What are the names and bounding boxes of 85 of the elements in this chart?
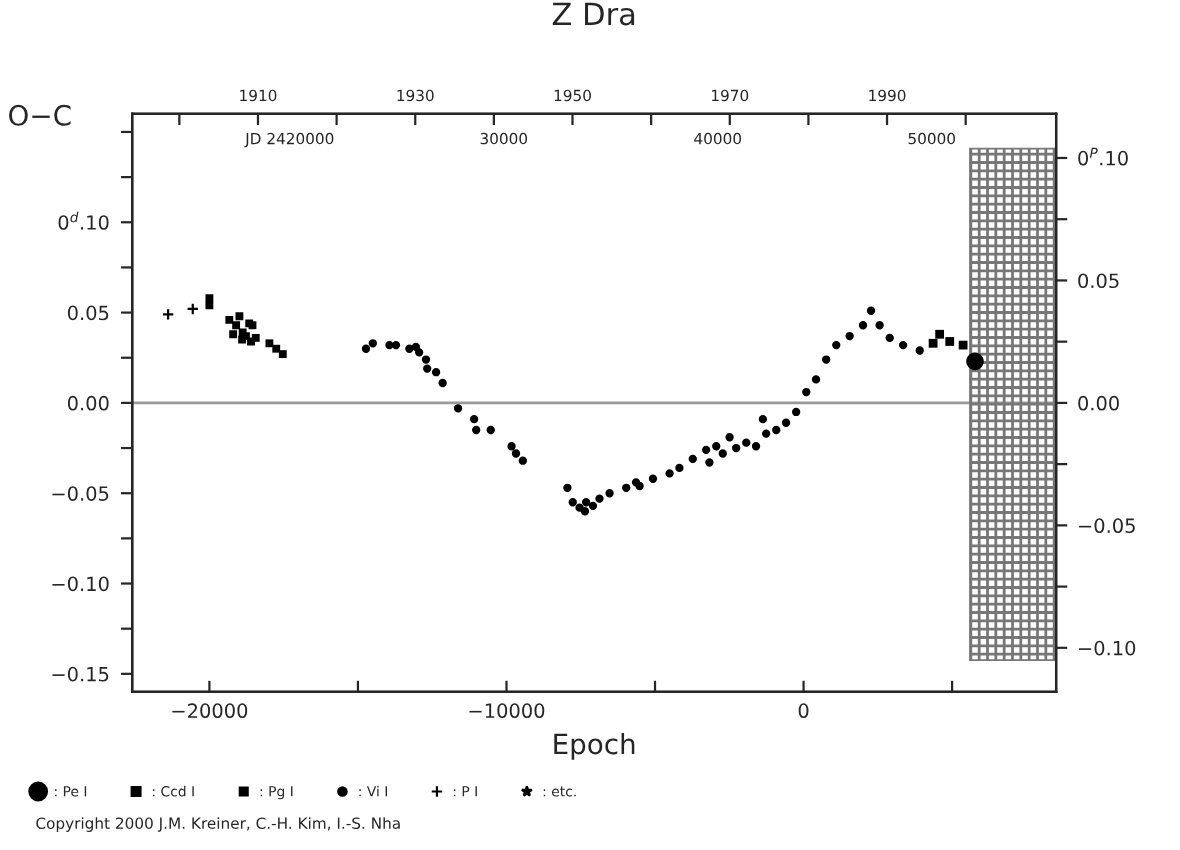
- x-tick-label: −10000: [469, 703, 545, 719]
- point: [772, 425, 781, 435]
- point: [935, 329, 945, 339]
- point: [758, 414, 768, 424]
- point: [486, 425, 495, 435]
- point: [802, 387, 811, 397]
- point: [205, 301, 214, 310]
- y2-tick-label: 0.05: [1078, 273, 1119, 289]
- y-tick-label: 0.00: [67, 395, 109, 411]
- point: [278, 350, 287, 359]
- point: [232, 321, 241, 330]
- point: [945, 337, 955, 346]
- y-tick-label: −0.15: [52, 666, 109, 682]
- point: [958, 340, 968, 350]
- point: [718, 449, 727, 458]
- y2-tick-label: −0.05: [1078, 518, 1135, 534]
- point: [675, 463, 684, 473]
- point: [648, 474, 658, 483]
- y-axis-title: O−C: [9, 104, 71, 126]
- y2-tick-label: 0$^{P}$.10: [1078, 147, 1128, 166]
- point: [742, 438, 751, 447]
- point: [821, 355, 831, 364]
- point: [811, 375, 821, 384]
- point: [701, 445, 711, 455]
- y2-tick-label: 0.00: [1078, 395, 1119, 411]
- point: [898, 340, 908, 350]
- y-tick-label: 0$^{d}$.10: [58, 211, 109, 230]
- point: [622, 483, 631, 492]
- x-tick-label: −20000: [172, 703, 248, 719]
- point: [247, 337, 255, 346]
- point: [731, 443, 741, 453]
- point: [568, 498, 577, 507]
- point: [588, 501, 598, 511]
- point: [915, 346, 924, 355]
- point: [605, 489, 614, 498]
- point: [712, 442, 721, 451]
- point: [875, 321, 884, 330]
- chart-title: Z Dra: [552, 2, 635, 26]
- point: [885, 333, 894, 343]
- point: [665, 469, 674, 478]
- point: [368, 339, 377, 348]
- point: [725, 433, 734, 442]
- point: [161, 308, 175, 321]
- point: [832, 340, 841, 350]
- point: [229, 330, 238, 339]
- point: [235, 312, 244, 321]
- point: [966, 352, 984, 371]
- point: [866, 306, 876, 315]
- point: [791, 407, 801, 417]
- point: [453, 404, 463, 413]
- point: [431, 368, 441, 377]
- point: [511, 449, 521, 458]
- point: [438, 378, 447, 388]
- point: [751, 442, 761, 451]
- point: [186, 302, 200, 316]
- point: [845, 331, 854, 341]
- point: [421, 355, 431, 364]
- point: [595, 494, 604, 503]
- point: [472, 425, 481, 435]
- point: [928, 338, 938, 348]
- y-tick-label: −0.10: [52, 576, 109, 592]
- point: [225, 315, 234, 324]
- x-tick-label: 0: [798, 703, 809, 719]
- x-axis-title: Epoch: [554, 732, 635, 760]
- point: [518, 456, 527, 465]
- point: [272, 344, 281, 353]
- point: [361, 344, 371, 353]
- point: [581, 498, 591, 507]
- y-tick-label: 0.05: [67, 305, 109, 321]
- point: [507, 442, 516, 451]
- point: [391, 340, 401, 350]
- point: [781, 418, 791, 427]
- y2-tick-label: −0.10: [1078, 640, 1136, 656]
- point: [469, 414, 479, 424]
- point: [563, 483, 572, 492]
- point: [705, 458, 714, 467]
- point: [205, 294, 214, 303]
- point: [414, 348, 424, 357]
- point: [761, 429, 771, 438]
- point: [423, 364, 432, 373]
- point: [858, 321, 868, 330]
- point: [265, 339, 274, 348]
- point: [688, 454, 697, 464]
- point: [580, 507, 590, 516]
- y-tick-label: −0.05: [52, 486, 109, 501]
